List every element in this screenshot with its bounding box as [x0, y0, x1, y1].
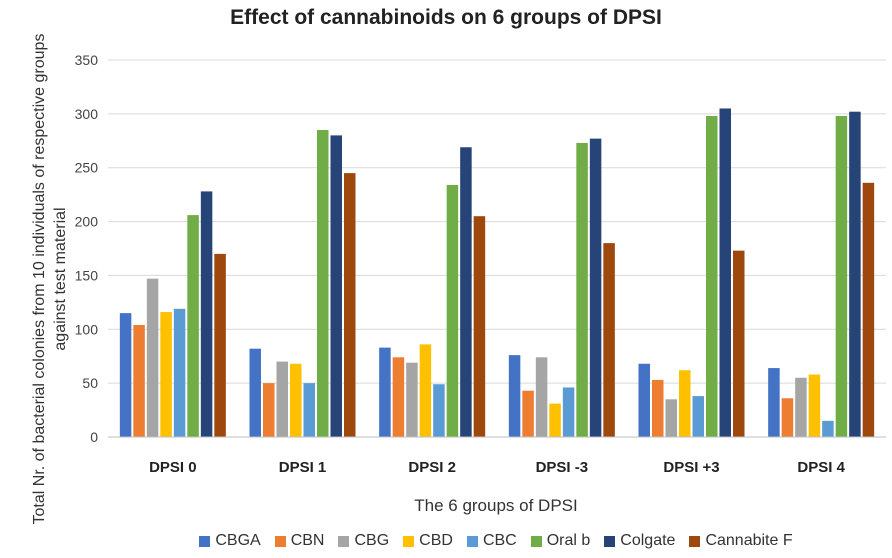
- legend-label: Cannabite F: [705, 532, 793, 549]
- bar-cbd: [549, 403, 561, 437]
- x-tick-label: DPSI 2: [408, 459, 456, 476]
- legend-label: CBC: [482, 532, 517, 549]
- bar-cannabite-f: [473, 216, 486, 437]
- legend-label: CBGA: [215, 532, 261, 549]
- legend-label: CBD: [419, 532, 453, 549]
- bar-cbc: [303, 383, 315, 437]
- bar-cbga: [249, 348, 261, 437]
- bar-colgate: [849, 111, 861, 438]
- bar-cbg: [665, 399, 677, 437]
- bar-cbga: [508, 355, 521, 437]
- bar-cbc: [822, 420, 834, 437]
- bar-cbd: [679, 370, 691, 437]
- legend-label: Colgate: [620, 532, 676, 549]
- bar-colgate: [330, 135, 342, 437]
- x-tick-label: DPSI 0: [149, 459, 197, 476]
- y-tick-label: 300: [75, 106, 99, 122]
- legend-item: CBN: [274, 532, 325, 550]
- legend-item: Colgate: [604, 532, 675, 550]
- bar-cbn: [133, 324, 145, 437]
- bar-cannabite-f: [733, 250, 745, 437]
- bar-colgate: [719, 108, 731, 437]
- bar-cbn: [522, 390, 534, 437]
- y-tick-label: 100: [75, 321, 99, 337]
- bar-cannabite-f: [344, 173, 356, 437]
- legend-label: CBG: [354, 532, 390, 549]
- y-tick-label: 350: [75, 52, 99, 68]
- legend-item: Cannabite F: [689, 532, 793, 550]
- bar-cbn: [263, 383, 275, 437]
- bar-cbg: [406, 362, 418, 437]
- bar-cbn: [781, 398, 794, 437]
- bar-cbd: [808, 374, 821, 437]
- bar-cbga: [768, 368, 780, 437]
- bar-oral-b: [317, 130, 329, 437]
- bar-cbga: [379, 347, 391, 437]
- legend-item: Oral b: [530, 532, 591, 550]
- bar-cbc: [433, 384, 445, 437]
- bar-oral-b: [446, 184, 459, 437]
- bar-cbg: [795, 377, 807, 437]
- bar-cbg: [146, 278, 159, 437]
- bar-cbg: [276, 361, 288, 437]
- bar-cannabite-f: [862, 182, 875, 437]
- bar-cbd: [160, 312, 172, 437]
- legend-swatch: [689, 535, 701, 547]
- y-tick-label: 250: [75, 160, 99, 176]
- bar-cbd: [419, 344, 432, 437]
- legend-item: CBC: [466, 532, 517, 550]
- bar-cbn: [392, 357, 405, 437]
- legend-swatch: [338, 535, 350, 547]
- bar-cannabite-f: [603, 243, 615, 437]
- legend-swatch: [604, 535, 616, 547]
- bar-cbn: [652, 379, 664, 437]
- bar-cbd: [290, 363, 302, 437]
- legend-swatch: [403, 535, 415, 547]
- bar-cbga: [119, 313, 132, 437]
- legend-item: CBG: [338, 532, 389, 550]
- bar-cbga: [638, 363, 650, 437]
- chart-title: Effect of cannabinoids on 6 groups of DP…: [230, 6, 662, 29]
- bar-cbg: [535, 357, 548, 437]
- x-tick-label: DPSI 4: [797, 459, 845, 476]
- legend: CBGA CBN CBG CBD CBC Oral b Colgate Cannabite F: [0, 532, 892, 550]
- x-tick-label: DPSI +3: [663, 459, 719, 476]
- y-tick-label: 150: [75, 267, 99, 283]
- x-tick-label: DPSI 1: [279, 459, 327, 476]
- bar-cbc: [562, 387, 575, 437]
- bar-oral-b: [835, 116, 848, 438]
- y-tick-label: 50: [82, 375, 98, 391]
- x-axis-label: The 6 groups of DPSI: [414, 496, 578, 515]
- bar-colgate: [460, 147, 472, 437]
- y-tick-label: 200: [75, 214, 99, 230]
- bar-oral-b: [576, 142, 588, 437]
- bar-colgate: [200, 191, 213, 437]
- legend-item: CBGA: [199, 532, 261, 550]
- bar-cannabite-f: [214, 253, 226, 437]
- bar-oral-b: [706, 116, 718, 438]
- legend-item: CBD: [403, 532, 453, 550]
- bar-cbc: [173, 308, 186, 437]
- legend-swatch: [274, 535, 286, 547]
- bar-oral-b: [187, 215, 199, 437]
- x-tick-label: DPSI -3: [536, 459, 589, 476]
- legend-label: CBN: [290, 532, 325, 549]
- legend-swatch: [530, 535, 542, 547]
- legend-swatch: [199, 535, 211, 547]
- bar-colgate: [589, 138, 602, 438]
- legend-swatch: [466, 535, 478, 547]
- bar-cbc: [692, 396, 704, 437]
- legend-label: Oral b: [546, 532, 591, 549]
- bar-chart: 0 50 100 150 200 250 300 350 DPSI 0 DPSI 1 DPSI 2 D…: [75, 52, 886, 476]
- y-tick-label: 0: [90, 429, 98, 445]
